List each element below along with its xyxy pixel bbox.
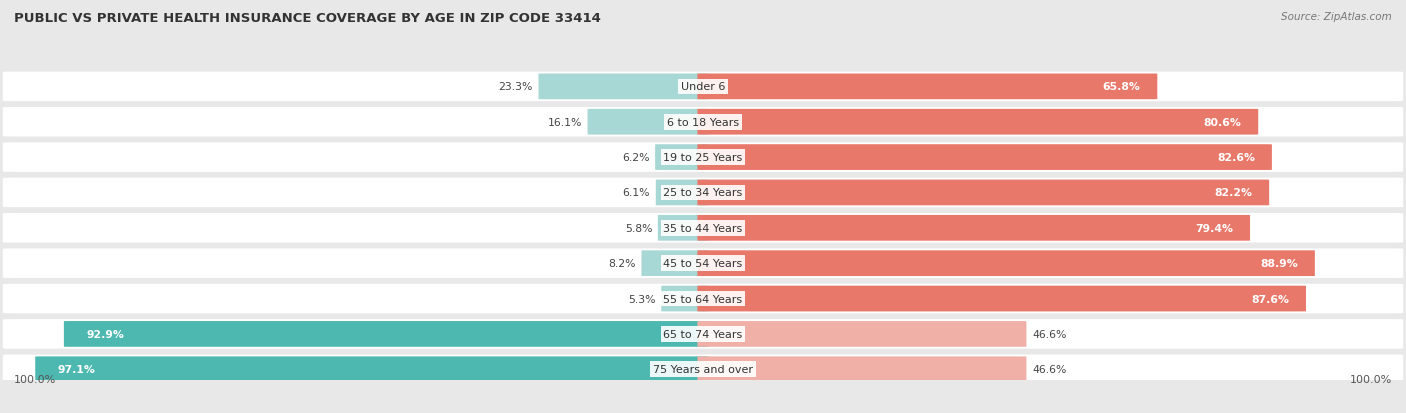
FancyBboxPatch shape: [697, 356, 1026, 382]
Text: 5.8%: 5.8%: [624, 223, 652, 233]
Text: 8.2%: 8.2%: [609, 259, 636, 268]
FancyBboxPatch shape: [3, 319, 1403, 349]
Text: 100.0%: 100.0%: [14, 374, 56, 384]
Text: 80.6%: 80.6%: [1204, 117, 1241, 128]
Text: 82.2%: 82.2%: [1215, 188, 1253, 198]
FancyBboxPatch shape: [3, 249, 1403, 278]
FancyBboxPatch shape: [661, 286, 709, 312]
FancyBboxPatch shape: [697, 109, 1258, 135]
Text: 79.4%: 79.4%: [1195, 223, 1233, 233]
FancyBboxPatch shape: [658, 216, 709, 241]
FancyBboxPatch shape: [538, 74, 709, 100]
Text: 46.6%: 46.6%: [1032, 364, 1066, 374]
Text: 97.1%: 97.1%: [58, 364, 96, 374]
Text: 35 to 44 Years: 35 to 44 Years: [664, 223, 742, 233]
Text: 92.9%: 92.9%: [86, 329, 124, 339]
FancyBboxPatch shape: [697, 145, 1272, 171]
Text: 6.2%: 6.2%: [621, 153, 650, 163]
Text: 25 to 34 Years: 25 to 34 Years: [664, 188, 742, 198]
Text: Under 6: Under 6: [681, 82, 725, 92]
FancyBboxPatch shape: [63, 321, 709, 347]
FancyBboxPatch shape: [697, 180, 1270, 206]
FancyBboxPatch shape: [3, 214, 1403, 243]
Text: 65 to 74 Years: 65 to 74 Years: [664, 329, 742, 339]
Text: 87.6%: 87.6%: [1251, 294, 1289, 304]
FancyBboxPatch shape: [3, 178, 1403, 208]
FancyBboxPatch shape: [3, 72, 1403, 102]
Text: 55 to 64 Years: 55 to 64 Years: [664, 294, 742, 304]
FancyBboxPatch shape: [697, 251, 1315, 276]
FancyBboxPatch shape: [697, 321, 1026, 347]
Text: 75 Years and over: 75 Years and over: [652, 364, 754, 374]
Text: 19 to 25 Years: 19 to 25 Years: [664, 153, 742, 163]
Text: 5.3%: 5.3%: [628, 294, 655, 304]
Text: Source: ZipAtlas.com: Source: ZipAtlas.com: [1281, 12, 1392, 22]
FancyBboxPatch shape: [3, 143, 1403, 173]
FancyBboxPatch shape: [35, 356, 709, 382]
Text: 16.1%: 16.1%: [547, 117, 582, 128]
Text: 23.3%: 23.3%: [499, 82, 533, 92]
FancyBboxPatch shape: [3, 355, 1403, 384]
Text: 65.8%: 65.8%: [1102, 82, 1140, 92]
Text: 6.1%: 6.1%: [623, 188, 650, 198]
Text: 88.9%: 88.9%: [1260, 259, 1298, 268]
FancyBboxPatch shape: [655, 180, 709, 206]
Text: 100.0%: 100.0%: [1350, 374, 1392, 384]
FancyBboxPatch shape: [641, 251, 709, 276]
FancyBboxPatch shape: [588, 109, 709, 135]
FancyBboxPatch shape: [655, 145, 709, 171]
Text: 45 to 54 Years: 45 to 54 Years: [664, 259, 742, 268]
Text: 6 to 18 Years: 6 to 18 Years: [666, 117, 740, 128]
FancyBboxPatch shape: [697, 216, 1250, 241]
FancyBboxPatch shape: [3, 284, 1403, 313]
FancyBboxPatch shape: [697, 286, 1306, 312]
Text: 82.6%: 82.6%: [1218, 153, 1256, 163]
Text: PUBLIC VS PRIVATE HEALTH INSURANCE COVERAGE BY AGE IN ZIP CODE 33414: PUBLIC VS PRIVATE HEALTH INSURANCE COVER…: [14, 12, 600, 25]
FancyBboxPatch shape: [3, 108, 1403, 137]
FancyBboxPatch shape: [697, 74, 1157, 100]
Text: 46.6%: 46.6%: [1032, 329, 1066, 339]
